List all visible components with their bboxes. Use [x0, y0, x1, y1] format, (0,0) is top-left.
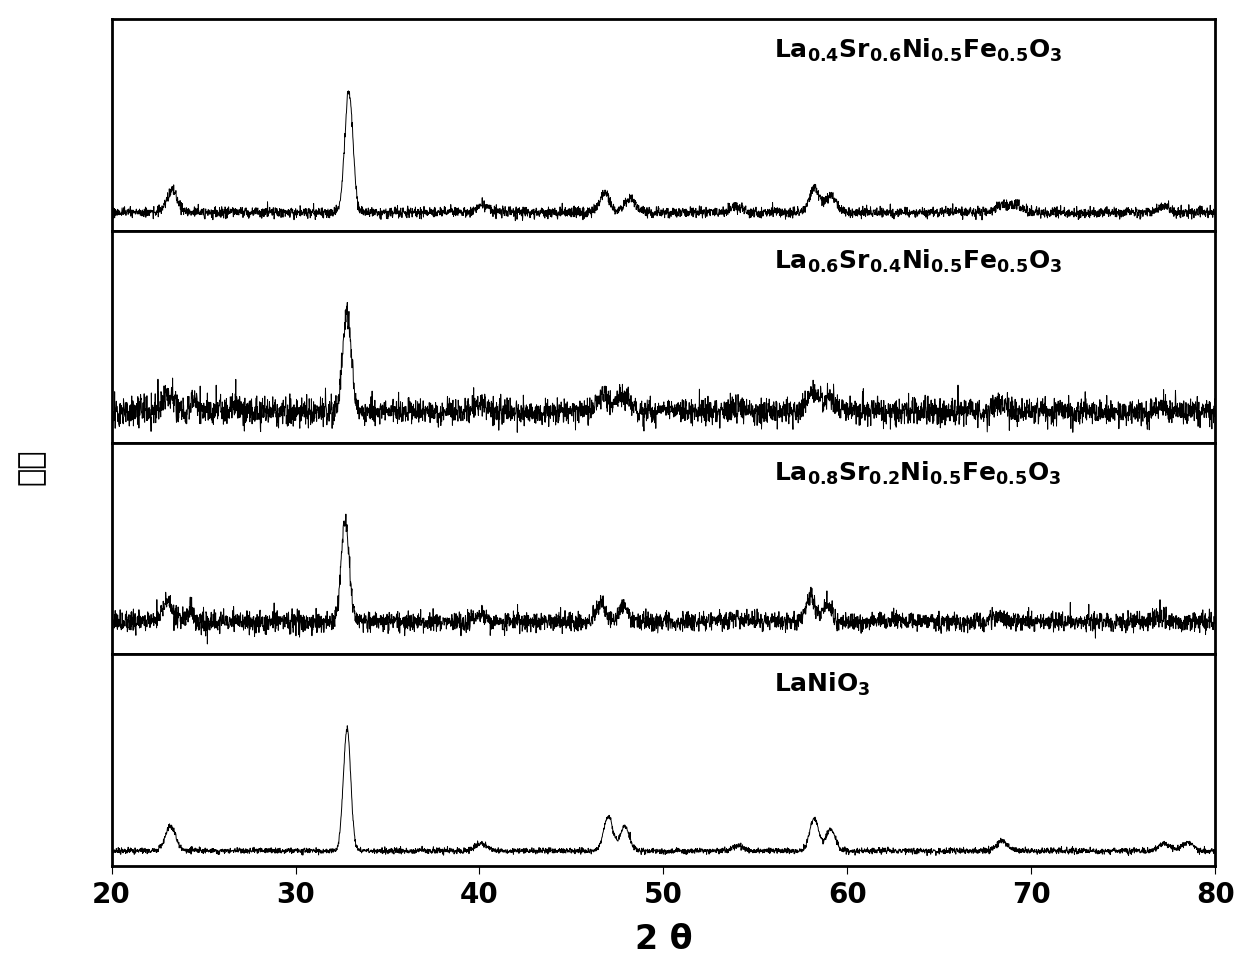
Text: 强度: 强度: [16, 449, 46, 486]
Text: $\mathbf{La_{0.4}Sr_{0.6}Ni_{0.5}Fe_{0.5}O_3}$: $\mathbf{La_{0.4}Sr_{0.6}Ni_{0.5}Fe_{0.5…: [774, 36, 1063, 63]
Text: $\mathbf{La_{0.6}Sr_{0.4}Ni_{0.5}Fe_{0.5}O_3}$: $\mathbf{La_{0.6}Sr_{0.4}Ni_{0.5}Fe_{0.5…: [774, 248, 1063, 275]
Text: $\mathbf{La_{0.8}Sr_{0.2}Ni_{0.5}Fe_{0.5}O_3}$: $\mathbf{La_{0.8}Sr_{0.2}Ni_{0.5}Fe_{0.5…: [774, 459, 1061, 486]
Text: $\mathbf{LaNiO_3}$: $\mathbf{LaNiO_3}$: [774, 671, 870, 699]
X-axis label: 2 θ: 2 θ: [635, 923, 692, 956]
